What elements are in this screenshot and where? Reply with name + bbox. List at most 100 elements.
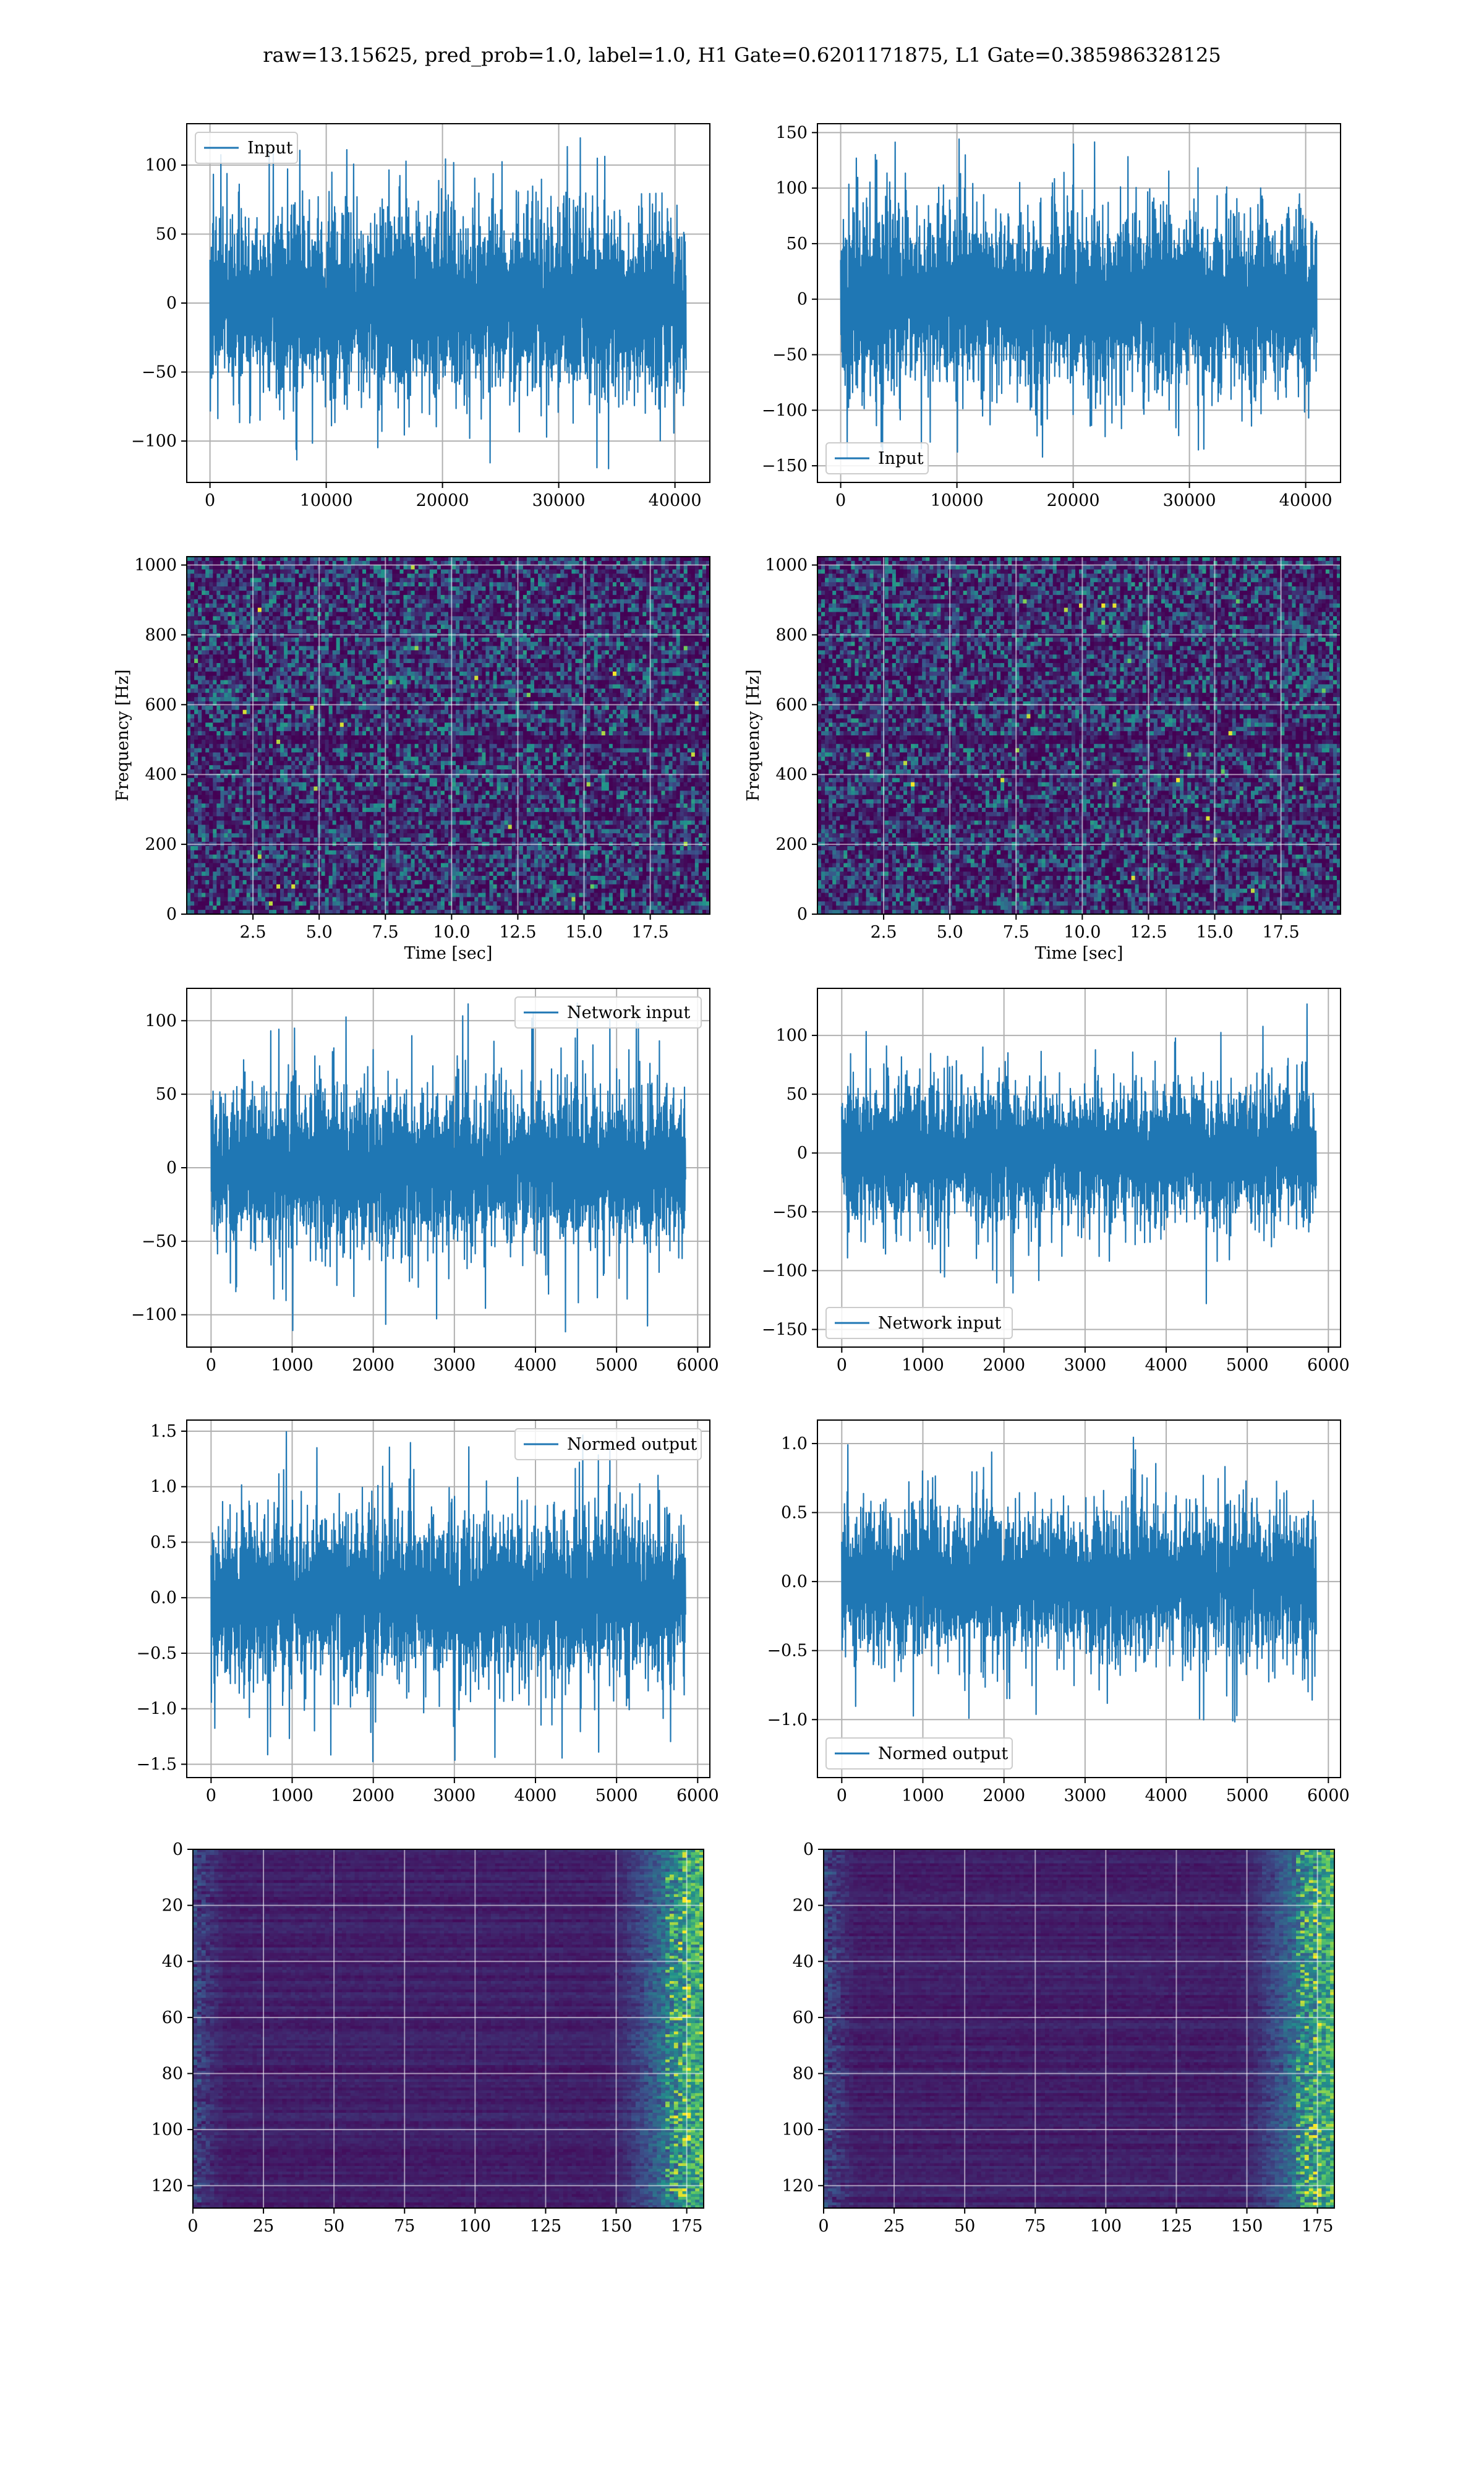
legend-label: Input <box>878 449 924 468</box>
x-tick-label: 150 <box>1231 2217 1263 2236</box>
x-tick-label: 1000 <box>902 1356 944 1375</box>
y-tick-label: 100 <box>775 179 808 198</box>
x-tick-label: 4000 <box>1145 1356 1188 1375</box>
series-line-input <box>210 138 686 469</box>
y-tick-label: 0 <box>173 1840 183 1859</box>
y-tick-label: 20 <box>162 1896 183 1915</box>
x-tick-label: 175 <box>1302 2217 1334 2236</box>
x-tick-label: 75 <box>1025 2217 1046 2236</box>
chart-panel-spectrogram-l1: 2.5 5.0 7.5 10.0 12.5 15.0 17.5020040060080010… <box>744 556 1341 963</box>
x-tick-label: 10.0 <box>1064 923 1101 942</box>
x-tick-label: 5000 <box>595 1356 638 1375</box>
y-tick-label: 0.0 <box>150 1588 177 1607</box>
x-tick-label: 0 <box>837 1786 847 1805</box>
x-tick-label: 6000 <box>1307 1786 1350 1805</box>
x-tick-label: 50 <box>323 2217 344 2236</box>
x-tick-label: 25 <box>884 2217 905 2236</box>
y-tick-label: 800 <box>775 625 808 644</box>
y-tick-label: 100 <box>775 1026 808 1045</box>
x-tick-label: 6000 <box>676 1356 719 1375</box>
x-tick-label: 5000 <box>1226 1356 1269 1375</box>
x-tick-label: 3000 <box>1064 1356 1106 1375</box>
y-tick-label: 1000 <box>134 556 177 575</box>
y-tick-label: −1.0 <box>136 1700 177 1719</box>
x-tick-label: 6000 <box>1307 1356 1350 1375</box>
y-tick-label: 0 <box>166 294 177 313</box>
heatmap-image <box>817 557 1341 915</box>
legend-label: Network input <box>878 1314 1001 1333</box>
x-tick-label: 0 <box>205 491 215 510</box>
x-tick-label: 0 <box>187 2217 198 2236</box>
series-line-network-input <box>211 1003 685 1332</box>
y-tick-label: 1000 <box>765 556 808 575</box>
x-tick-label: 125 <box>1161 2217 1193 2236</box>
y-tick-label: 150 <box>775 123 808 142</box>
series-line-network-input <box>842 1004 1316 1303</box>
series-line-normed-output <box>842 1437 1316 1722</box>
x-tick-label: 10.0 <box>433 923 470 942</box>
y-tick-label: 800 <box>145 625 177 644</box>
y-tick-label: −50 <box>142 363 177 382</box>
x-tick-label: 2000 <box>352 1786 394 1805</box>
y-tick-label: −50 <box>772 1202 808 1222</box>
x-tick-label: 2000 <box>983 1356 1025 1375</box>
y-tick-label: 0 <box>797 1144 808 1163</box>
legend: Normed output <box>826 1738 1012 1769</box>
y-tick-label: 0 <box>797 905 808 924</box>
x-tick-label: 6000 <box>676 1786 719 1805</box>
y-tick-label: 0.5 <box>781 1504 808 1523</box>
legend: Network input <box>826 1308 1012 1338</box>
y-tick-label: 1.0 <box>781 1434 808 1453</box>
y-tick-label: −100 <box>762 1261 808 1280</box>
y-tick-label: 0 <box>166 905 177 924</box>
x-tick-label: 4000 <box>1145 1786 1188 1805</box>
x-tick-label: 1000 <box>271 1356 313 1375</box>
x-axis-label: Time [sec] <box>404 944 493 963</box>
y-tick-label: 0 <box>797 290 808 309</box>
y-tick-label: 400 <box>145 765 177 784</box>
heatmap-image <box>824 1849 1335 2209</box>
y-tick-label: 0.0 <box>781 1572 808 1591</box>
y-tick-label: 200 <box>775 835 808 854</box>
x-tick-label: 10000 <box>300 491 353 510</box>
x-tick-label: 1000 <box>271 1786 313 1805</box>
x-tick-label: 2.5 <box>240 923 267 942</box>
y-tick-label: 100 <box>145 1011 177 1030</box>
y-tick-label: 20 <box>793 1896 814 1915</box>
y-tick-label: 1.5 <box>150 1422 177 1441</box>
y-tick-label: −50 <box>142 1232 177 1251</box>
x-tick-label: 2000 <box>983 1786 1025 1805</box>
x-tick-label: 4000 <box>514 1356 557 1375</box>
x-tick-label: 0 <box>837 1356 847 1375</box>
y-tick-label: 120 <box>782 2177 814 2196</box>
x-tick-label: 5000 <box>1226 1786 1269 1805</box>
x-tick-label: 3000 <box>1064 1786 1106 1805</box>
x-tick-label: 100 <box>459 2217 492 2236</box>
legend: Normed output <box>515 1429 701 1460</box>
y-tick-label: −1.5 <box>136 1755 177 1774</box>
x-tick-label: 10000 <box>931 491 984 510</box>
y-tick-label: 50 <box>787 234 808 254</box>
x-tick-label: 17.5 <box>1263 923 1300 942</box>
x-tick-label: 50 <box>954 2217 975 2236</box>
y-tick-label: −100 <box>131 432 177 451</box>
y-tick-label: 100 <box>151 2120 183 2139</box>
legend: Input <box>826 443 928 474</box>
x-tick-label: 5.0 <box>937 923 963 942</box>
heatmap-image <box>193 1849 704 2209</box>
x-tick-label: 15.0 <box>565 923 602 942</box>
y-tick-label: −0.5 <box>136 1644 177 1663</box>
series-line-normed-output <box>211 1432 685 1761</box>
x-tick-label: 3000 <box>433 1786 475 1805</box>
y-tick-label: 50 <box>156 225 177 244</box>
x-tick-label: 1000 <box>902 1786 944 1805</box>
x-tick-label: 30000 <box>532 491 586 510</box>
y-tick-label: −0.5 <box>767 1641 808 1661</box>
y-axis-label: Frequency [Hz] <box>113 669 132 801</box>
x-tick-label: 15.0 <box>1196 923 1233 942</box>
